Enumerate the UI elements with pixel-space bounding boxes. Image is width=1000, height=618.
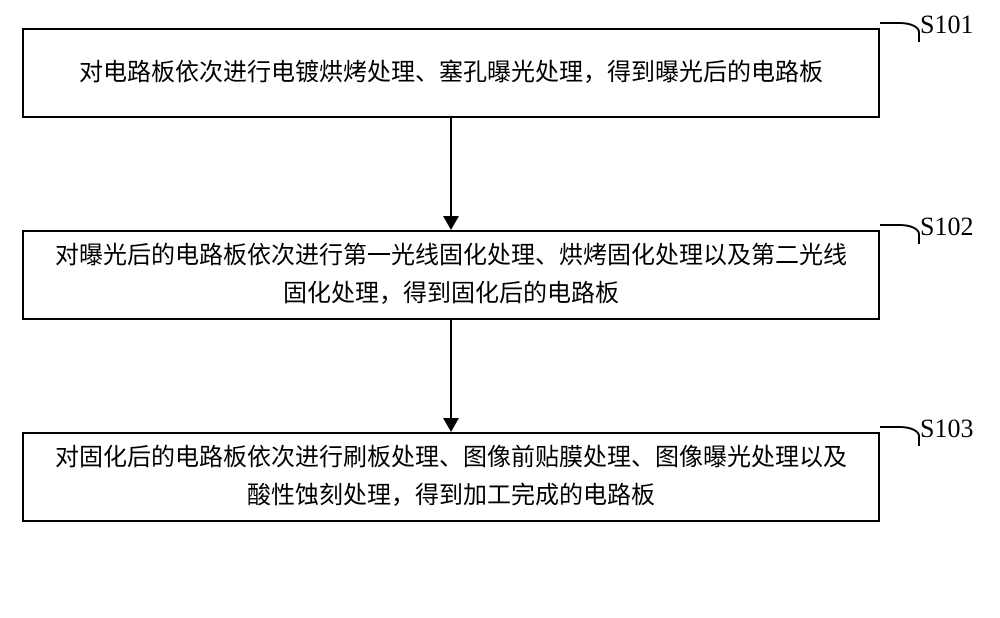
flow-arrow-head <box>443 216 459 230</box>
flow-arrow-line <box>450 118 452 216</box>
flow-step-text: 对曝光后的电路板依次进行第一光线固化处理、烘烤固化处理以及第二光线固化处理，得到… <box>44 237 858 314</box>
flow-step-box: 对固化后的电路板依次进行刷板处理、图像前贴膜处理、图像曝光处理以及酸性蚀刻处理，… <box>22 432 880 522</box>
flow-step-text: 对固化后的电路板依次进行刷板处理、图像前贴膜处理、图像曝光处理以及酸性蚀刻处理，… <box>44 439 858 516</box>
flow-step-label: S101 <box>920 10 973 40</box>
flow-step-label: S102 <box>920 212 973 242</box>
label-connector <box>880 224 920 244</box>
flow-step-box: 对电路板依次进行电镀烘烤处理、塞孔曝光处理，得到曝光后的电路板 <box>22 28 880 118</box>
flow-step-box: 对曝光后的电路板依次进行第一光线固化处理、烘烤固化处理以及第二光线固化处理，得到… <box>22 230 880 320</box>
flow-arrow-line <box>450 320 452 418</box>
flowchart-container: 对电路板依次进行电镀烘烤处理、塞孔曝光处理，得到曝光后的电路板 S101 对曝光… <box>0 0 1000 618</box>
flow-step-text: 对电路板依次进行电镀烘烤处理、塞孔曝光处理，得到曝光后的电路板 <box>79 54 823 92</box>
flow-step-label: S103 <box>920 414 973 444</box>
label-connector <box>880 22 920 42</box>
label-connector <box>880 426 920 446</box>
flow-arrow-head <box>443 418 459 432</box>
